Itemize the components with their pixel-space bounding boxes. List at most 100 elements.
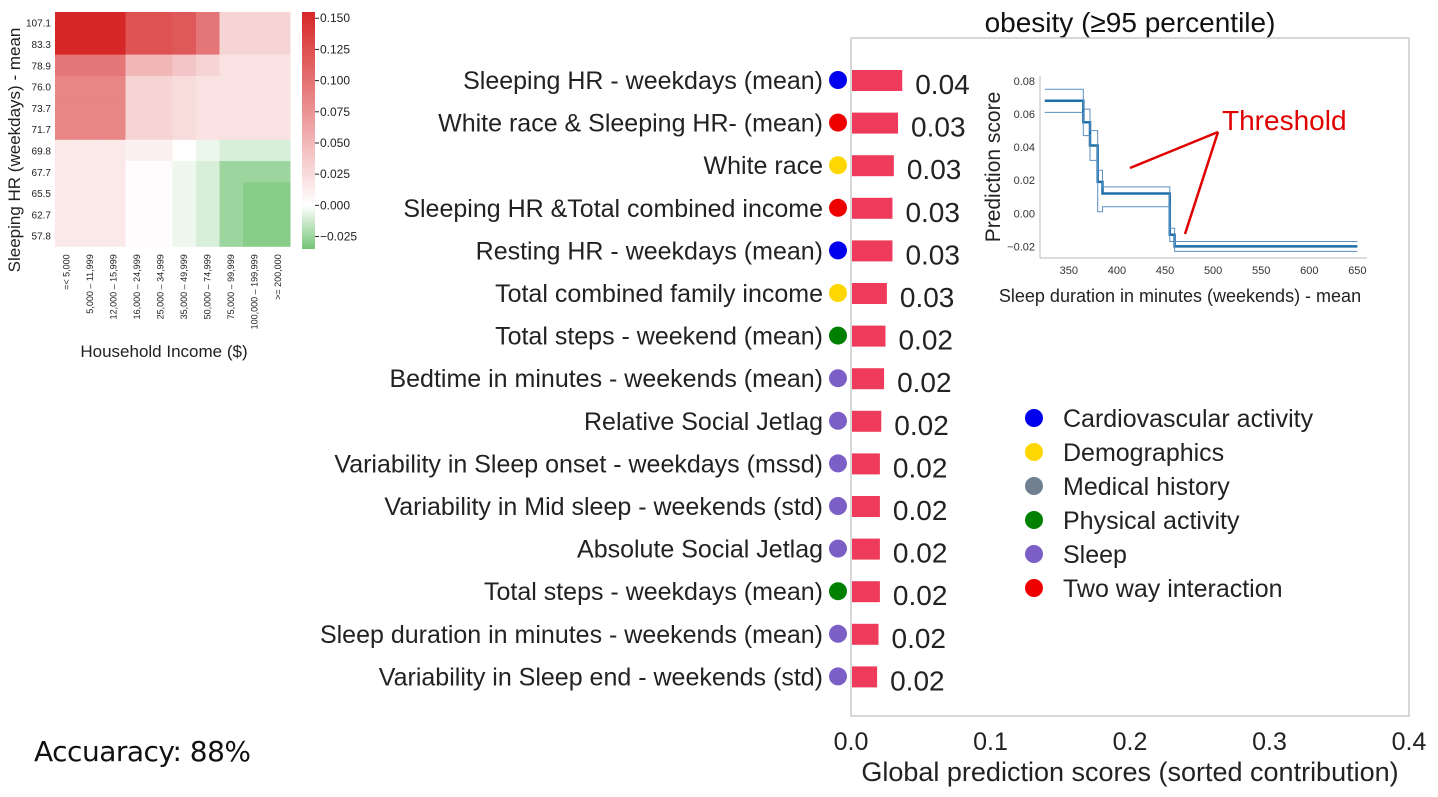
inset-ci-line bbox=[1044, 88, 1358, 242]
inset-ci-line bbox=[1044, 111, 1358, 252]
heatmap-cell bbox=[172, 75, 197, 98]
inset-y-tick-label: 0.08 bbox=[1014, 76, 1035, 88]
bar-label: Total steps - weekend (mean) bbox=[495, 323, 823, 351]
bar-label: White race & Sleeping HR- (mean) bbox=[438, 110, 823, 138]
legend-marker bbox=[1025, 579, 1043, 597]
heatmap-cell bbox=[78, 97, 103, 119]
heatmap-y-tick-label: 67.7 bbox=[32, 168, 52, 179]
heatmap-cell bbox=[243, 12, 267, 34]
heatmap-cell bbox=[149, 225, 173, 247]
inset-x-tick-label: 500 bbox=[1204, 265, 1222, 277]
bar-chart-panel: obesity (≥95 percentile) Sleeping HR - w… bbox=[320, 7, 1427, 787]
bar bbox=[852, 283, 887, 304]
category-dot bbox=[829, 113, 847, 132]
heatmap-cell bbox=[172, 182, 197, 205]
inset-y-tick-label: 0.04 bbox=[1014, 142, 1035, 154]
heatmap-cell bbox=[172, 33, 197, 56]
bar bbox=[852, 240, 893, 262]
heatmap-cell bbox=[219, 203, 244, 226]
inset-x-tick-label: 350 bbox=[1060, 265, 1078, 277]
legend-marker bbox=[1025, 409, 1043, 427]
heatmap-y-tick-label: 62.7 bbox=[32, 210, 52, 221]
heatmap-cell bbox=[149, 97, 173, 119]
heatmap-y-tick-label: 73.7 bbox=[32, 104, 52, 115]
category-dot bbox=[829, 582, 847, 601]
heatmap-cell bbox=[219, 225, 244, 247]
colorbar-tick-label: 0.050 bbox=[320, 136, 350, 150]
heatmap-x-tick-label: 12,000 – 15,999 bbox=[109, 254, 119, 319]
heatmap-cell bbox=[55, 33, 79, 56]
heatmap-cell bbox=[219, 33, 244, 56]
heatmap-cell bbox=[149, 54, 173, 77]
data-label: 0.02 bbox=[894, 410, 949, 441]
heatmap-cell bbox=[219, 118, 244, 141]
heatmap-cell bbox=[172, 161, 197, 183]
heatmap-y-tick-label: 65.5 bbox=[32, 189, 52, 200]
heatmap-cell bbox=[125, 161, 150, 183]
heatmap-x-tick-label: 25,000 – 34,999 bbox=[156, 254, 166, 319]
accuracy-text: Accuaracy: 88% bbox=[34, 735, 251, 768]
heatmap-x-tick-label: 75,000 – 99,999 bbox=[226, 254, 236, 319]
heatmap-cell bbox=[266, 33, 291, 56]
heatmap-cell bbox=[149, 203, 173, 226]
heatmap-cell bbox=[172, 203, 197, 226]
inset-x-axis-label: Sleep duration in minutes (weekends) - m… bbox=[999, 286, 1361, 306]
heatmap-cell bbox=[102, 161, 126, 183]
heatmap-cell bbox=[78, 225, 103, 247]
heatmap-y-tick-label: 76.0 bbox=[32, 83, 52, 94]
heatmap-cell bbox=[55, 12, 79, 34]
heatmap-cell bbox=[266, 118, 291, 141]
heatmap-cell bbox=[219, 97, 244, 119]
bar-label: Total steps - weekdays (mean) bbox=[484, 578, 823, 606]
heatmap-cell bbox=[125, 182, 150, 205]
heatmap-cell bbox=[78, 182, 103, 205]
inset-mean-line bbox=[1044, 99, 1358, 248]
heatmap-cell bbox=[266, 139, 291, 162]
heatmap-x-tick-label: 16,000 – 24,999 bbox=[132, 254, 142, 319]
heatmap-cell bbox=[55, 97, 79, 119]
inset-x-tick-label: 600 bbox=[1300, 265, 1318, 277]
heatmap-cell bbox=[55, 118, 79, 141]
colorbar-tick-label: −0.025 bbox=[320, 230, 357, 244]
heatmap-cell bbox=[149, 118, 173, 141]
heatmap-cell bbox=[266, 203, 291, 226]
heatmap-y-tick-label: 71.7 bbox=[32, 125, 52, 136]
heatmap-cell bbox=[125, 54, 150, 77]
heatmap-cell bbox=[149, 161, 173, 183]
bar-label: Total combined family income bbox=[495, 280, 823, 308]
threshold-arrow bbox=[1183, 131, 1220, 235]
heatmap-cell bbox=[78, 12, 103, 34]
data-label: 0.04 bbox=[915, 69, 970, 100]
data-label: 0.02 bbox=[893, 452, 948, 483]
category-dot bbox=[829, 369, 847, 388]
legend-entry: Two way interaction bbox=[1063, 575, 1283, 603]
category-dot bbox=[829, 198, 847, 217]
heatmap-cell bbox=[149, 33, 173, 56]
category-dot bbox=[829, 624, 847, 643]
heatmap-cell bbox=[172, 97, 197, 119]
heatmap-x-tick-label: 5,000 – 11,999 bbox=[85, 254, 95, 313]
heatmap-cell bbox=[102, 97, 126, 119]
heatmap-x-tick-label: =< 5,000 bbox=[62, 254, 72, 290]
bar bbox=[852, 410, 882, 432]
heatmap-cell bbox=[266, 182, 291, 205]
heatmap-cell bbox=[55, 182, 79, 205]
inset-y-axis-label: Prediction score bbox=[982, 92, 1005, 243]
heatmap-cell bbox=[243, 75, 267, 98]
category-dot bbox=[829, 326, 847, 345]
heatmap-y-tick-label: 107.1 bbox=[26, 19, 51, 30]
chart-title: obesity (≥95 percentile) bbox=[985, 7, 1276, 38]
x-tick-label: 0.1 bbox=[973, 728, 1008, 756]
heatmap-cell bbox=[172, 54, 197, 77]
data-label: 0.03 bbox=[900, 282, 955, 313]
inset-y-tick-label: 0.06 bbox=[1014, 109, 1035, 121]
legend-entry: Physical activity bbox=[1063, 507, 1240, 535]
x-axis-label: Global prediction scores (sorted contrib… bbox=[861, 757, 1398, 787]
data-label: 0.02 bbox=[893, 538, 948, 569]
colorbar-tick-label: 0.025 bbox=[320, 167, 350, 181]
heatmap-cell bbox=[196, 161, 220, 183]
heatmap-cell bbox=[196, 182, 220, 205]
heatmap-cell bbox=[196, 225, 220, 247]
heatmap-cell bbox=[243, 118, 267, 141]
heatmap-cell bbox=[55, 75, 79, 98]
